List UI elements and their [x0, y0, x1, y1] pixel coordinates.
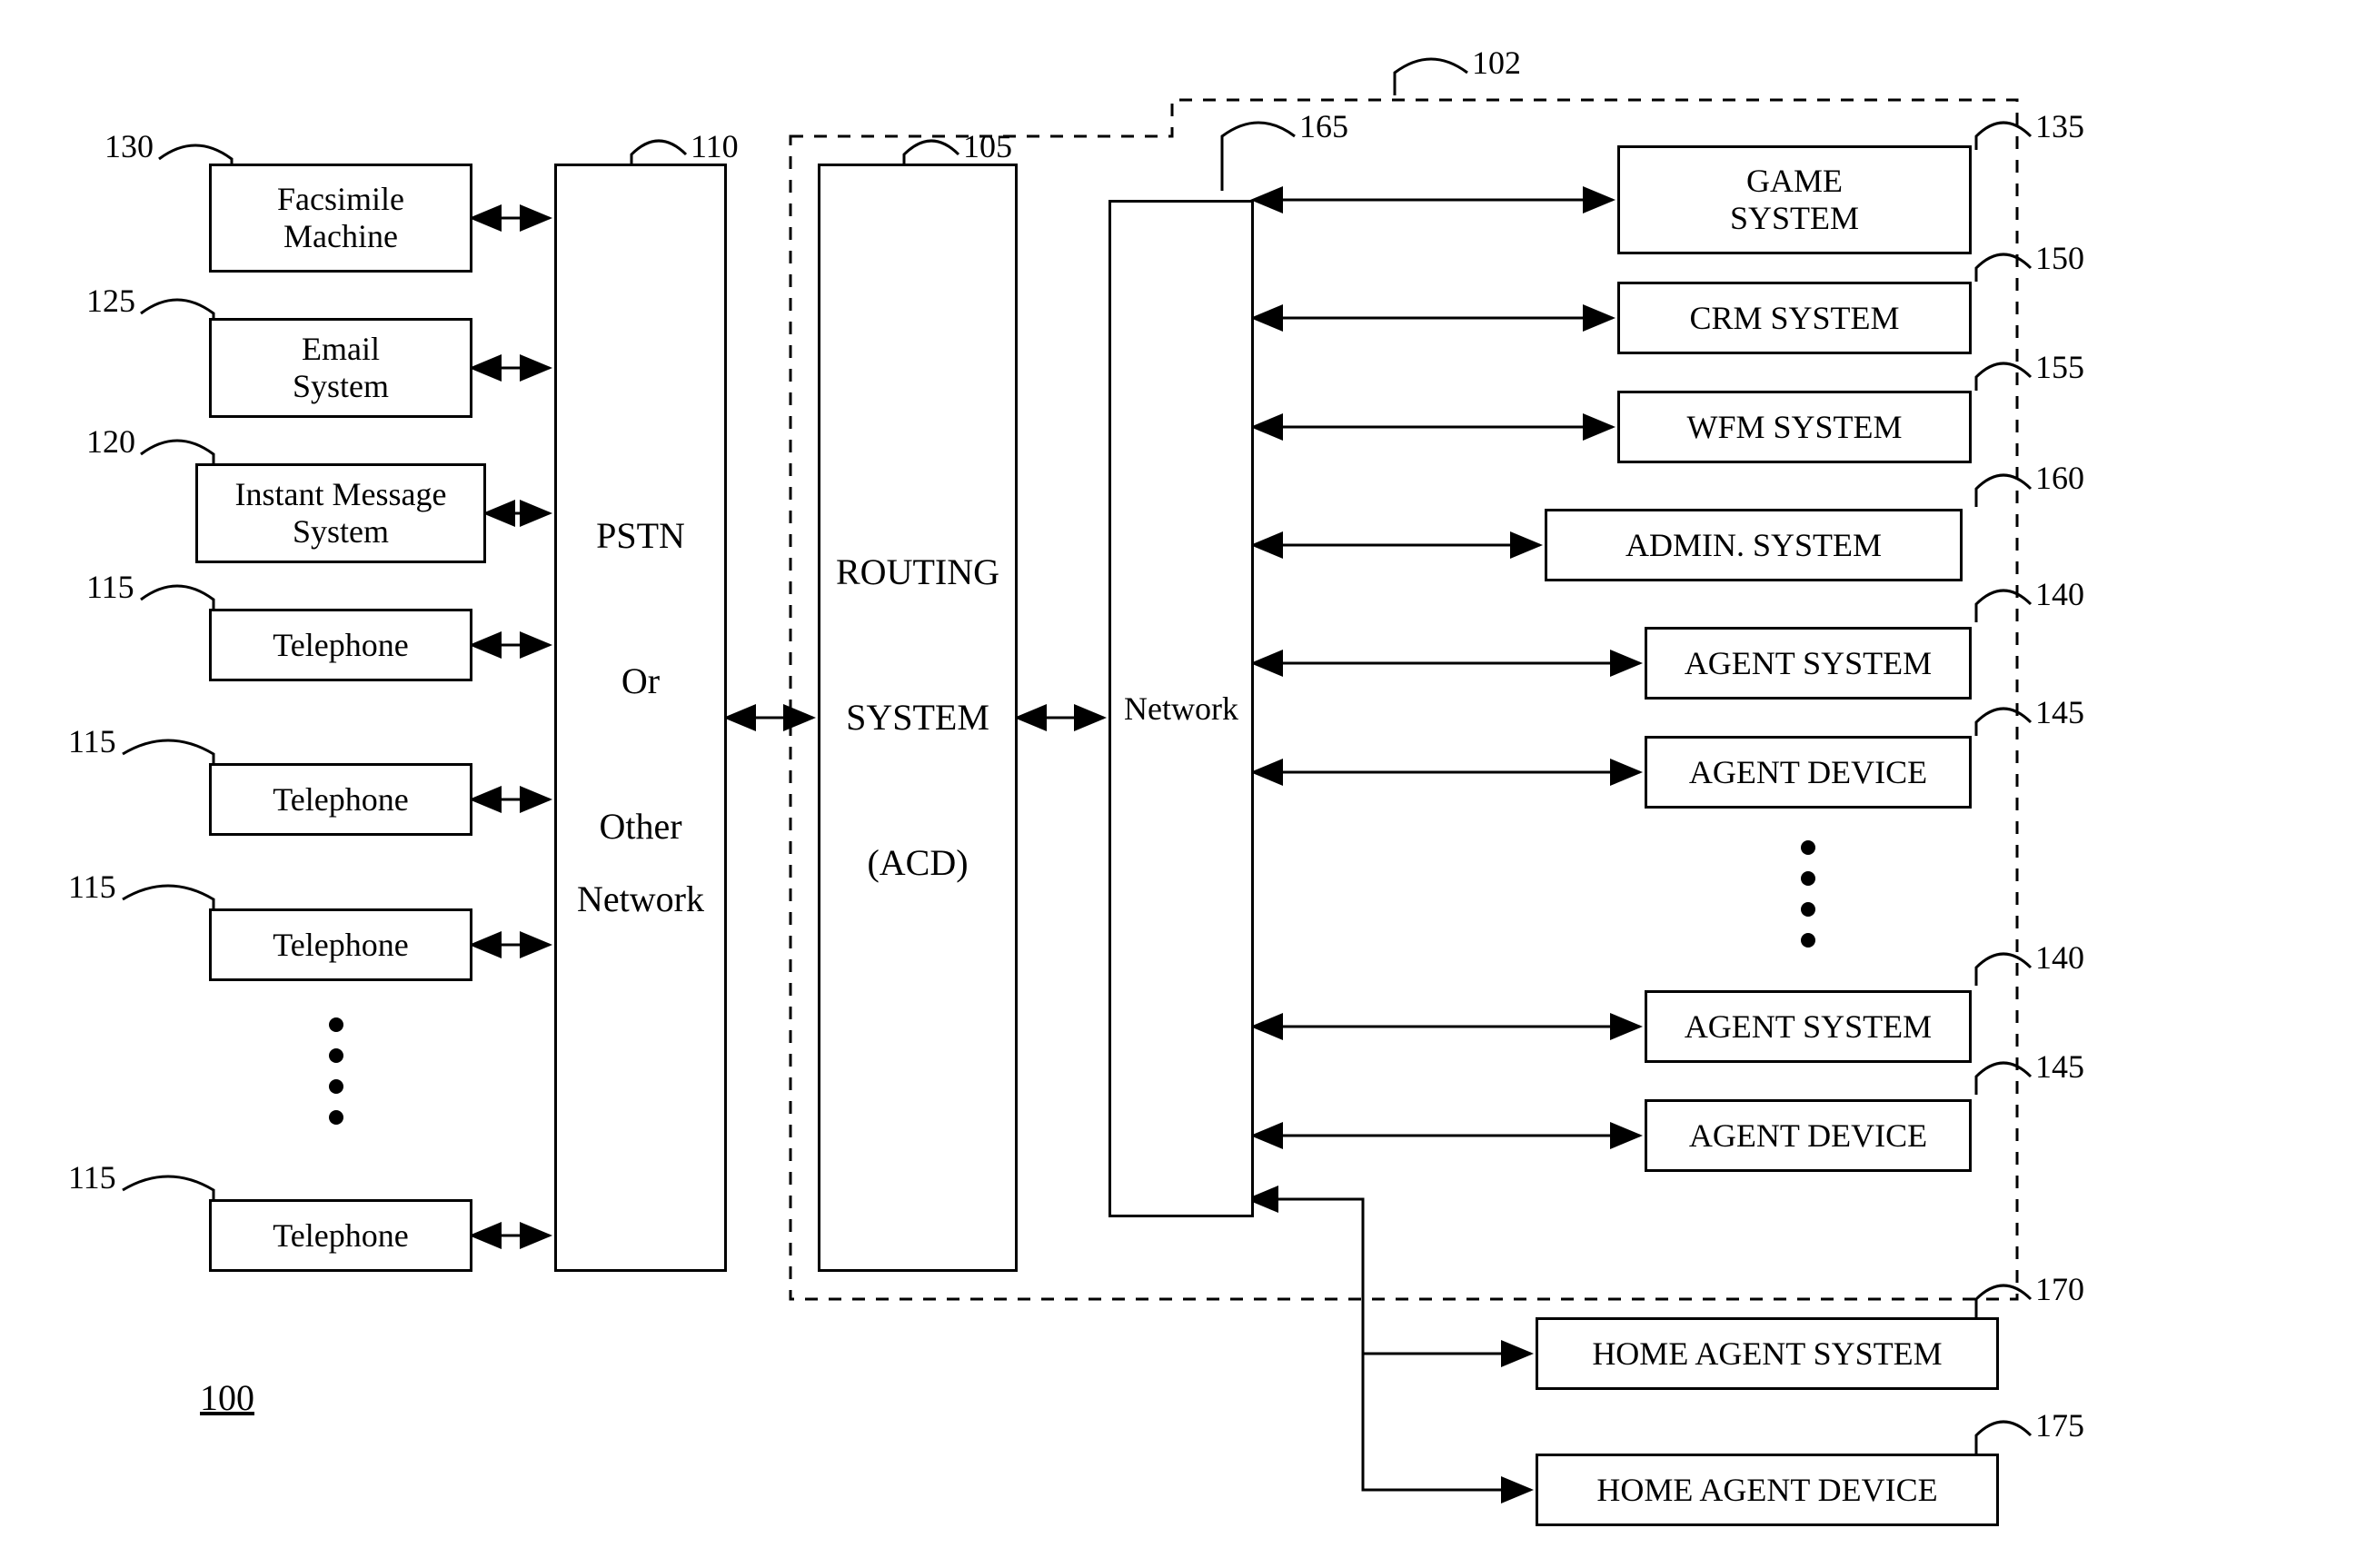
hook-140a	[1976, 590, 2031, 622]
ref-130: 130	[104, 127, 154, 165]
diagram-stage: FacsimileMachine EmailSystem Instant Mes…	[0, 0, 2366, 1568]
node-has: HOME AGENT SYSTEM	[1536, 1317, 1999, 1390]
dot	[1801, 840, 1815, 855]
ref-175: 175	[2035, 1406, 2084, 1444]
ellipsis-left	[329, 1017, 343, 1125]
node-wfm: WFM SYSTEM	[1617, 391, 1972, 463]
node-label: Instant MessageSystem	[235, 476, 447, 551]
hook-160	[1976, 475, 2031, 507]
dot	[329, 1079, 343, 1094]
node-label: FacsimileMachine	[277, 181, 404, 256]
ref-135: 135	[2035, 107, 2084, 145]
dot	[329, 1017, 343, 1032]
node-tel1: Telephone	[209, 609, 472, 681]
ref-160: 160	[2035, 459, 2084, 497]
node-admin: ADMIN. SYSTEM	[1545, 509, 1963, 581]
dot	[1801, 871, 1815, 886]
hook-165	[1222, 123, 1295, 191]
ref-110: 110	[691, 127, 739, 165]
hook-150	[1976, 254, 2031, 282]
node-label: GAMESYSTEM	[1730, 163, 1859, 238]
node-label: Telephone	[273, 926, 408, 964]
ref-105: 105	[963, 127, 1012, 165]
node-had: HOME AGENT DEVICE	[1536, 1454, 1999, 1526]
ref-145a: 145	[2035, 693, 2084, 731]
hook-115a	[141, 586, 214, 613]
node-as1: AGENT SYSTEM	[1645, 627, 1972, 700]
node-label: AGENT DEVICE	[1689, 753, 1927, 791]
node-game: GAMESYSTEM	[1617, 145, 1972, 254]
ref-115c: 115	[68, 868, 116, 906]
hook-102	[1395, 59, 1467, 95]
hook-170	[1976, 1285, 2031, 1317]
node-label: Telephone	[273, 1216, 408, 1255]
ref-150: 150	[2035, 239, 2084, 277]
node-tel3: Telephone	[209, 908, 472, 981]
node-email: EmailSystem	[209, 318, 472, 418]
node-label: Network	[1124, 690, 1238, 728]
node-label: PSTNOrOtherNetwork	[577, 500, 704, 936]
node-crm: CRM SYSTEM	[1617, 282, 1972, 354]
ref-165: 165	[1299, 107, 1348, 145]
ref-115d: 115	[68, 1158, 116, 1196]
ref-170: 170	[2035, 1270, 2084, 1308]
node-as2: AGENT SYSTEM	[1645, 990, 1972, 1063]
ref-125: 125	[86, 282, 135, 320]
hook-175	[1976, 1422, 2031, 1454]
hook-140b	[1976, 954, 2031, 986]
hook-155	[1976, 363, 2031, 391]
hook-145b	[1976, 1063, 2031, 1095]
node-label: HOME AGENT DEVICE	[1596, 1471, 1937, 1509]
hook-145a	[1976, 709, 2031, 736]
node-label: CRM SYSTEM	[1689, 299, 1899, 337]
arrow-net-had	[1363, 1354, 1531, 1490]
dot	[329, 1110, 343, 1125]
ref-115a: 115	[86, 568, 134, 606]
node-im: Instant MessageSystem	[195, 463, 486, 563]
ref-102: 102	[1472, 44, 1521, 82]
node-net: Network	[1108, 200, 1254, 1217]
hook-115c	[123, 886, 214, 913]
node-ad2: AGENT DEVICE	[1645, 1099, 1972, 1172]
node-fax: FacsimileMachine	[209, 164, 472, 273]
hook-115b	[123, 740, 214, 768]
node-label: AGENT DEVICE	[1689, 1116, 1927, 1155]
node-label: WFM SYSTEM	[1686, 408, 1902, 446]
figure-ref: 100	[200, 1376, 254, 1419]
hook-125	[141, 300, 214, 327]
ref-140a: 140	[2035, 575, 2084, 613]
dot	[1801, 933, 1815, 948]
node-label: EmailSystem	[293, 331, 389, 406]
node-label: ROUTINGSYSTEM(ACD)	[836, 536, 999, 899]
ref-155: 155	[2035, 348, 2084, 386]
node-label: HOME AGENT SYSTEM	[1592, 1335, 1942, 1373]
node-label: AGENT SYSTEM	[1685, 1007, 1932, 1046]
hook-115d	[123, 1176, 214, 1204]
node-acd: ROUTINGSYSTEM(ACD)	[818, 164, 1018, 1272]
ref-145b: 145	[2035, 1047, 2084, 1086]
ellipsis-right	[1801, 840, 1815, 948]
node-label: Telephone	[273, 626, 408, 664]
ref-120: 120	[86, 422, 135, 461]
dot	[1801, 902, 1815, 917]
node-label: Telephone	[273, 780, 408, 819]
node-tel4: Telephone	[209, 1199, 472, 1272]
dot	[329, 1048, 343, 1063]
node-label: AGENT SYSTEM	[1685, 644, 1932, 682]
hook-135	[1976, 123, 2031, 150]
node-ad1: AGENT DEVICE	[1645, 736, 1972, 809]
ref-140b: 140	[2035, 938, 2084, 977]
ref-115b: 115	[68, 722, 116, 760]
node-label: ADMIN. SYSTEM	[1625, 526, 1882, 564]
node-pstn: PSTNOrOtherNetwork	[554, 164, 727, 1272]
node-tel2: Telephone	[209, 763, 472, 836]
arrow-net-has	[1254, 1199, 1531, 1354]
